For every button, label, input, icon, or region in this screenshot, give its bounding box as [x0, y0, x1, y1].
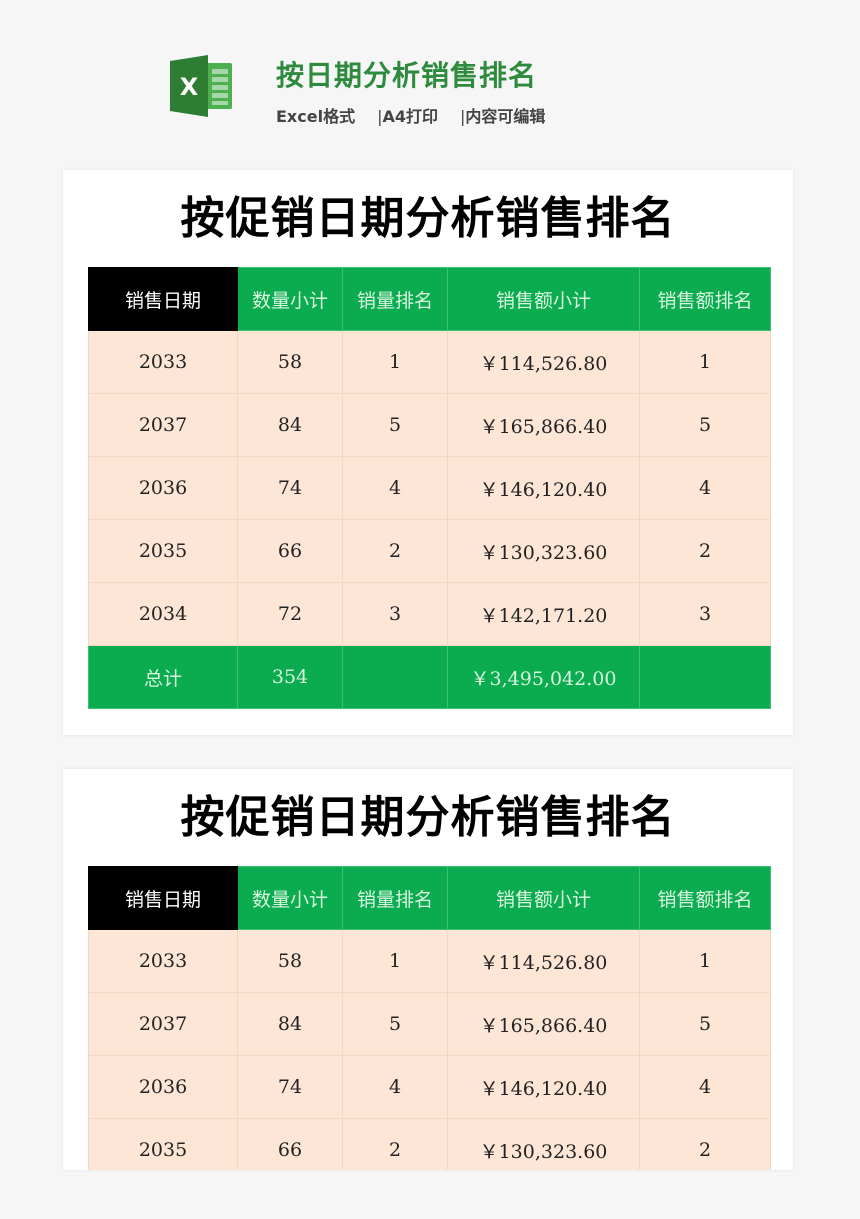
- column-header: 销量排名: [342, 267, 448, 331]
- table-cell: 2: [639, 519, 771, 583]
- column-header: 销售额小计: [447, 267, 640, 331]
- table-cell: 2033: [88, 330, 238, 394]
- format-label: Excel格式: [276, 107, 356, 126]
- table-cell: 2034: [88, 582, 238, 646]
- print-label: A4打印: [382, 107, 438, 126]
- table-cell: 58: [237, 330, 343, 394]
- table-cell: 1: [639, 330, 771, 394]
- header-title: 按日期分析销售排名: [276, 59, 538, 92]
- table-cell: 2036: [88, 1055, 238, 1119]
- table-cell: 74: [237, 456, 343, 520]
- total-cell: ￥3,495,042.00: [447, 645, 640, 709]
- table-cell: 1: [639, 929, 771, 993]
- sheet-title: 按促销日期分析销售排名: [180, 193, 676, 244]
- table-cell: 2035: [88, 519, 238, 583]
- table-cell: ￥146,120.40: [447, 1055, 640, 1119]
- table-row: 2036 74 4 ￥146,120.40 4: [88, 1055, 771, 1119]
- table-cell: ￥114,526.80: [447, 330, 640, 394]
- total-cell: [342, 645, 448, 709]
- table-row: 2037 84 5 ￥165,866.40 5: [88, 992, 771, 1056]
- total-row: 总计 354 ￥3,495,042.00: [88, 645, 771, 709]
- table-cell: 1: [342, 330, 448, 394]
- column-header: 数量小计: [237, 866, 343, 930]
- table-cell: ￥114,526.80: [447, 929, 640, 993]
- column-header: 销售额排名: [639, 267, 771, 331]
- table-row: 2037 84 5 ￥165,866.40 5: [88, 393, 771, 457]
- table-row: 2033 58 1 ￥114,526.80 1: [88, 929, 771, 993]
- table-row: 2036 74 4 ￥146,120.40 4: [88, 456, 771, 520]
- table-cell: ￥142,171.20: [447, 582, 640, 646]
- header-subtitle: Excel格式 |A4打印 |内容可编辑: [276, 103, 545, 127]
- table-cell: 2036: [88, 456, 238, 520]
- column-header: 销售额小计: [447, 866, 640, 930]
- table-cell: 5: [639, 992, 771, 1056]
- table-cell: 66: [237, 1118, 343, 1170]
- table-cell: 66: [237, 519, 343, 583]
- excel-logo-icon: X: [170, 55, 232, 117]
- table-cell: ￥146,120.40: [447, 456, 640, 520]
- sheet-preview-1: 按促销日期分析销售排名 销售日期 数量小计 销量排名 销售额小计 销售额排名 2033 58…: [63, 170, 793, 735]
- table-cell: 84: [237, 992, 343, 1056]
- table-cell: 2: [342, 519, 448, 583]
- table-cell: 4: [342, 1055, 448, 1119]
- table-cell: 72: [237, 582, 343, 646]
- header-row: 销售日期 数量小计 销量排名 销售额小计 销售额排名: [88, 866, 771, 930]
- sales-table: 销售日期 数量小计 销量排名 销售额小计 销售额排名 2033 58 1 ￥114,526.80…: [88, 267, 771, 709]
- separator: |: [377, 107, 383, 126]
- table-cell: 5: [342, 992, 448, 1056]
- table-cell: 2035: [88, 1118, 238, 1170]
- separator: |: [460, 107, 466, 126]
- table-cell: ￥165,866.40: [447, 992, 640, 1056]
- table-cell: 2037: [88, 992, 238, 1056]
- table-cell: 58: [237, 929, 343, 993]
- total-cell: 354: [237, 645, 343, 709]
- table-cell: ￥130,323.60: [447, 1118, 640, 1170]
- table-cell: 4: [342, 456, 448, 520]
- sheet-title: 按促销日期分析销售排名: [180, 792, 676, 843]
- table-row: 2034 72 3 ￥142,171.20 3: [88, 582, 771, 646]
- table-cell: 1: [342, 929, 448, 993]
- sheet-preview-2: 按促销日期分析销售排名 销售日期 数量小计 销量排名 销售额小计 销售额排名 2033 58…: [63, 769, 793, 1170]
- table-cell: 3: [342, 582, 448, 646]
- table-cell: 4: [639, 1055, 771, 1119]
- table-cell: 84: [237, 393, 343, 457]
- column-header: 销售日期: [88, 267, 238, 331]
- table-cell: ￥130,323.60: [447, 519, 640, 583]
- column-header: 销售日期: [88, 866, 238, 930]
- header-row: 销售日期 数量小计 销量排名 销售额小计 销售额排名: [88, 267, 771, 331]
- table-cell: ￥165,866.40: [447, 393, 640, 457]
- table-cell: 5: [342, 393, 448, 457]
- table-cell: 2037: [88, 393, 238, 457]
- column-header: 数量小计: [237, 267, 343, 331]
- table-cell: 2: [639, 1118, 771, 1170]
- svg-text:X: X: [180, 73, 199, 101]
- table-cell: 3: [639, 582, 771, 646]
- table-row: 2033 58 1 ￥114,526.80 1: [88, 330, 771, 394]
- table-cell: 5: [639, 393, 771, 457]
- editable-label: 内容可编辑: [465, 107, 546, 126]
- sales-table: 销售日期 数量小计 销量排名 销售额小计 销售额排名 2033 58 1 ￥114,526.80…: [88, 866, 771, 1170]
- table-cell: 4: [639, 456, 771, 520]
- total-cell: 总计: [88, 645, 238, 709]
- column-header: 销售额排名: [639, 866, 771, 930]
- table-cell: 74: [237, 1055, 343, 1119]
- table-cell: 2033: [88, 929, 238, 993]
- column-header: 销量排名: [342, 866, 448, 930]
- total-cell: [639, 645, 771, 709]
- table-row: 2035 66 2 ￥130,323.60 2: [88, 1118, 771, 1170]
- table-row: 2035 66 2 ￥130,323.60 2: [88, 519, 771, 583]
- table-cell: 2: [342, 1118, 448, 1170]
